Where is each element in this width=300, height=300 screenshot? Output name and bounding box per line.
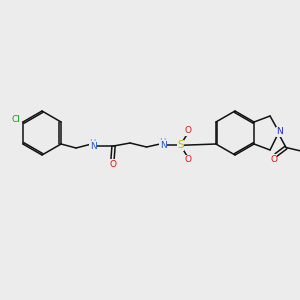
Text: O: O	[184, 126, 191, 135]
Text: O: O	[184, 155, 191, 164]
Text: H: H	[89, 139, 96, 148]
Text: O: O	[109, 160, 116, 169]
Text: Cl: Cl	[11, 116, 20, 124]
Text: N: N	[276, 127, 283, 136]
Text: H: H	[159, 137, 166, 146]
Text: N: N	[90, 142, 97, 151]
Text: S: S	[177, 140, 184, 150]
Text: N: N	[160, 141, 167, 150]
Text: O: O	[270, 154, 277, 164]
